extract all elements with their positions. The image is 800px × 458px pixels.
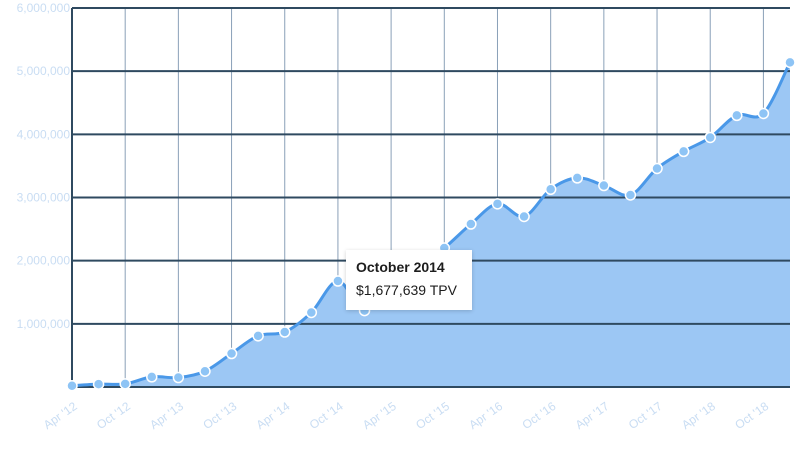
x-tick-label: Oct '13 (200, 399, 239, 432)
data-point[interactable] (518, 210, 530, 223)
x-tick-label: Apr '13 (147, 399, 186, 432)
data-point[interactable] (491, 198, 504, 210)
axis-layer (71, 8, 790, 388)
data-point[interactable] (624, 189, 637, 201)
x-tick-label: Apr '12 (41, 399, 80, 432)
tooltip-value: $1,677,639 TPV (356, 282, 457, 298)
data-point[interactable] (598, 179, 610, 192)
x-tick-label: Oct '16 (520, 399, 559, 432)
x-tick-label: Apr '15 (360, 399, 399, 432)
data-point[interactable] (92, 378, 105, 390)
x-tick-label: Apr '18 (679, 399, 718, 432)
data-point[interactable] (172, 371, 185, 384)
y-tick-label: 5,000,000 (17, 64, 71, 78)
x-tick-label: Apr '17 (573, 399, 612, 432)
area-layer (72, 62, 790, 387)
data-point[interactable] (757, 107, 770, 120)
data-point[interactable] (199, 365, 211, 377)
data-point[interactable] (252, 330, 264, 342)
y-tick-label: 1,000,000 (17, 317, 71, 331)
data-point[interactable] (731, 109, 743, 122)
area-fill (72, 62, 790, 387)
x-tick-label: Apr '14 (254, 399, 293, 432)
data-point[interactable] (305, 306, 318, 319)
x-tick-label: Oct '18 (732, 399, 771, 432)
tooltip: October 2014 $1,677,639 TPV (346, 250, 472, 310)
x-tick-label: Oct '14 (307, 399, 346, 432)
data-point[interactable] (704, 131, 716, 144)
data-point[interactable] (651, 162, 663, 175)
x-tick-label: Oct '15 (413, 399, 452, 432)
data-point[interactable] (465, 218, 477, 230)
x-tick-label: Oct '12 (94, 399, 133, 432)
data-point[interactable] (571, 172, 584, 184)
data-point[interactable] (332, 275, 344, 287)
y-tick-label: 2,000,000 (17, 254, 71, 268)
y-tick-label: 4,000,000 (17, 127, 71, 141)
x-tick-label: Oct '17 (626, 399, 665, 432)
data-point[interactable] (146, 371, 158, 383)
data-point[interactable] (544, 183, 557, 196)
data-point[interactable] (66, 379, 78, 392)
data-point[interactable] (278, 326, 291, 338)
tooltip-title: October 2014 (356, 259, 445, 275)
x-tick-label: Apr '16 (466, 399, 505, 432)
x-tick-labels: Apr '12 Oct '12 Apr '13 Oct '13 Apr '14 Oct '… (41, 399, 772, 432)
y-tick-labels: 1,000,000 2,000,000 3,000,000 4,000,000 5,00… (17, 1, 71, 331)
data-point[interactable] (784, 56, 796, 69)
data-point[interactable] (677, 145, 690, 158)
y-tick-label: 3,000,000 (17, 191, 71, 205)
data-point[interactable] (119, 378, 131, 390)
y-tick-label: 6,000,000 (17, 1, 71, 15)
data-point[interactable] (225, 347, 238, 360)
